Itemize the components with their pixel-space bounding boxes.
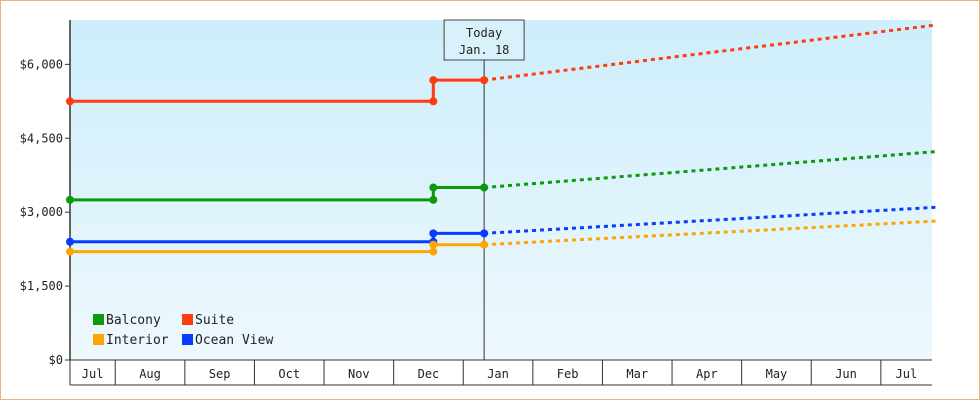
today-date: Jan. 18 (459, 43, 510, 57)
legend-swatch-interior (93, 334, 104, 345)
series-point-interior (429, 240, 438, 249)
x-tick-label: Jan (487, 367, 509, 381)
legend-swatch-balcony (93, 314, 104, 325)
series-projection-balcony (484, 150, 937, 190)
legend-label-ocean-view: Ocean View (195, 333, 273, 348)
series-point-interior (429, 247, 438, 256)
legend-swatch-suite (182, 314, 193, 325)
x-tick-label: Jun (835, 367, 857, 381)
x-tick-label: Oct (278, 367, 300, 381)
legend-label-balcony: Balcony (106, 313, 161, 328)
x-tick-label: Sep (209, 367, 231, 381)
y-tick-label: $3,000 (20, 205, 63, 219)
y-tick-label: $1,500 (20, 279, 63, 293)
today-box (443, 19, 525, 61)
x-tick-label: Apr (696, 367, 718, 381)
series-projection-ocean-view (484, 205, 937, 235)
legend-label-suite: Suite (195, 313, 234, 328)
legend-swatch-ocean-view (182, 334, 193, 345)
series-point-balcony (429, 195, 438, 204)
x-tick-label: Dec (418, 367, 440, 381)
series-point-suite (429, 76, 438, 85)
series-point-suite (480, 76, 489, 85)
y-tick-label: $0 (49, 353, 63, 367)
series-point-interior (66, 247, 74, 256)
series-projection-interior (484, 219, 937, 247)
series-line-ocean-view (70, 231, 485, 244)
x-tick-label: Nov (348, 367, 370, 381)
series-point-balcony (480, 183, 489, 192)
x-tick-label: Feb (557, 367, 579, 381)
series-line-balcony (70, 186, 485, 202)
series-point-balcony (66, 195, 74, 204)
series-point-suite (429, 97, 438, 106)
series-point-ocean-view (429, 229, 438, 238)
today-label: Today (466, 26, 502, 40)
legend-label-interior: Interior (106, 333, 169, 348)
y-tick-label: $4,500 (20, 131, 63, 145)
series-line-suite (70, 78, 485, 103)
series-point-balcony (429, 183, 438, 192)
y-tick-label: $6,000 (20, 57, 63, 71)
x-tick-label: Jul (896, 367, 918, 381)
x-tick-label: Mar (626, 367, 648, 381)
plot-area (70, 20, 932, 360)
x-tick-label: Jul (82, 367, 104, 381)
series-point-suite (66, 97, 74, 106)
series-point-interior (480, 240, 489, 249)
series-point-ocean-view (480, 229, 489, 238)
x-tick-label: May (766, 367, 788, 381)
x-tick-label: Aug (139, 367, 161, 381)
series-projection-suite (483, 23, 937, 82)
series-point-ocean-view (66, 237, 74, 246)
